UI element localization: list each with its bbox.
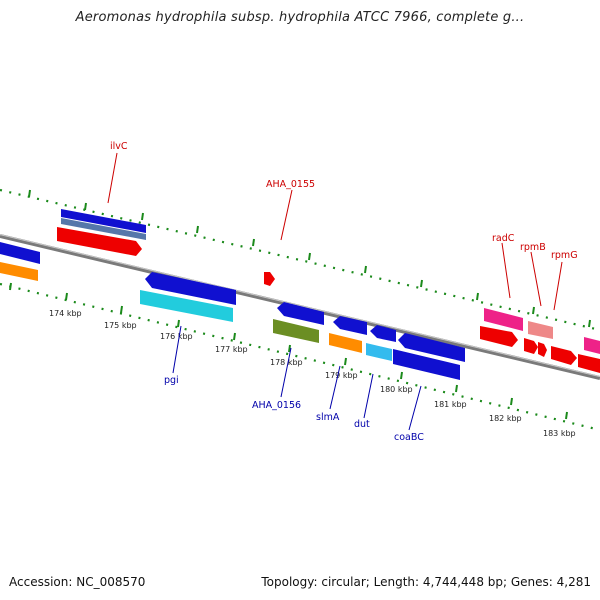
feature-ilvc-blue[interactable] [61,209,146,233]
inner-tick [120,305,123,314]
outer-tick [141,212,144,221]
inner-tick [9,282,12,291]
label-dut[interactable]: dut [354,419,370,430]
inner-tick [455,384,458,393]
top-leader-lines [107,152,563,311]
inner-tick [177,319,180,328]
outer-tick [308,252,311,261]
feature-left-blue[interactable] [0,242,40,264]
label-rpmg[interactable]: rpmG [551,250,578,261]
leader-rpmb [530,251,542,307]
feature-radc-red[interactable] [480,326,518,347]
outer-tick [196,225,199,234]
inner-tick [344,357,347,366]
inner-tick [400,371,403,380]
feature-rpmb-red[interactable] [524,338,538,354]
scale-label-178: 178 kbp [270,358,303,367]
label-aha0155[interactable]: AHA_0155 [266,179,315,190]
scale-label-183: 183 kbp [543,429,576,438]
outer-tick [252,238,255,247]
outer-tick [532,306,535,315]
leader-rpmg [553,261,563,311]
scale-label-180: 180 kbp [380,385,413,394]
feature-coabc-blue-2[interactable] [393,349,460,380]
feature-slma-blue[interactable] [333,316,367,335]
inner-tick [233,332,236,341]
bottom-leader-lines [172,325,422,431]
feature-aha0155-red[interactable] [264,272,275,286]
scale-label-179: 179 kbp [325,371,358,380]
leader-coabc [408,385,422,431]
feature-rpmb-red-2[interactable] [538,342,547,357]
label-ilvc[interactable]: ilvC [110,141,128,152]
scale-label-175: 175 kbp [104,321,137,330]
feature-dut-cyan[interactable] [366,343,392,361]
inner-tick [65,292,68,301]
label-pgi[interactable]: pgi [164,375,179,386]
label-coabc[interactable]: coaBC [394,432,424,443]
scale-label-174: 174 kbp [49,309,82,318]
feature-rpmg-red[interactable] [551,346,577,365]
inner-tick [510,397,513,406]
label-slma[interactable]: slmA [316,412,340,423]
feature-right-red[interactable] [578,354,600,373]
feature-dut-blue[interactable] [370,325,396,342]
feature-aha0156-olive[interactable] [273,319,319,343]
outer-major-ticks [28,189,591,328]
label-aha0156[interactable]: AHA_0156 [252,400,301,411]
feature-right-magenta[interactable] [584,337,600,354]
outer-tick [28,189,31,198]
outer-dotted-guide [0,188,600,332]
leader-slma [329,365,341,410]
outer-tick [84,202,87,211]
scale-label-181: 181 kbp [434,400,467,409]
leader-pgi [172,325,182,374]
feature-ilvc-steelblue[interactable] [61,218,146,240]
scale-label-177: 177 kbp [215,345,248,354]
outer-tick [476,292,479,301]
feature-radc-magenta[interactable] [484,308,523,331]
inner-tick [288,344,291,353]
scale-label-182: 182 kbp [489,414,522,423]
feature-pgi-blue[interactable] [145,272,236,305]
feature-rpmb-pink[interactable] [528,321,553,339]
feature-coabc-blue[interactable] [398,333,465,362]
inner-tick [565,411,568,420]
feature-slma-orange[interactable] [329,333,362,353]
feature-pgi-cyan[interactable] [140,290,233,322]
leader-aha0155 [280,189,293,241]
feature-ilvc-red[interactable] [57,227,142,256]
leader-radc [501,242,511,299]
genome-backbone-highlight [0,234,600,378]
map-title: Aeromonas hydrophila subsp. hydrophila A… [75,10,525,25]
feature-aha0156-blue[interactable] [277,302,324,325]
inner-major-ticks [9,282,568,420]
topology-summary: Topology: circular; Length: 4,744,448 bp… [261,575,591,589]
accession-text: Accession: NC_008570 [9,575,146,589]
feature-left-orange[interactable] [0,262,38,281]
scale-label-176: 176 kbp [160,332,193,341]
outer-tick [588,319,591,328]
label-rpmb[interactable]: rpmB [520,242,546,253]
outer-tick [420,279,423,288]
outer-tick [364,265,367,274]
label-radc[interactable]: radC [492,233,515,244]
leader-ilvc [107,152,118,204]
inner-dotted-guide [0,282,600,432]
leader-dut [363,373,374,419]
leader-aha0156 [280,347,292,398]
